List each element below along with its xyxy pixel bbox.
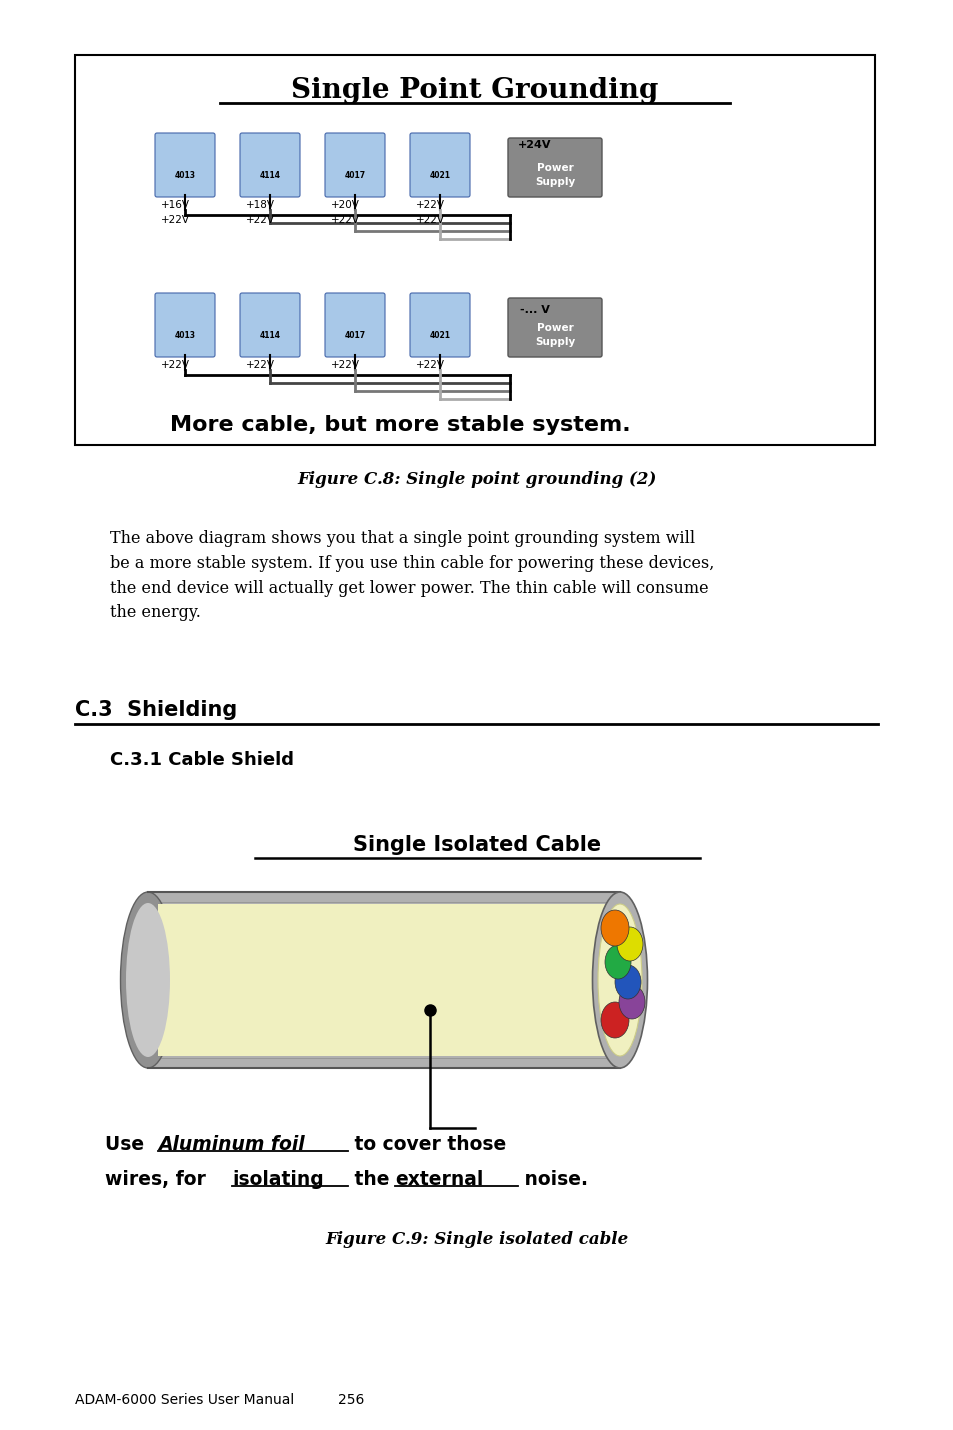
FancyBboxPatch shape (75, 54, 874, 445)
Text: isolating: isolating (232, 1170, 323, 1188)
FancyBboxPatch shape (325, 293, 385, 358)
Text: Aluminum foil: Aluminum foil (158, 1135, 304, 1154)
Text: +18V: +18V (245, 200, 274, 210)
Text: Figure C.9: Single isolated cable: Figure C.9: Single isolated cable (325, 1231, 628, 1248)
Text: More cable, but more stable system.: More cable, but more stable system. (170, 415, 630, 435)
Text: wires, for: wires, for (105, 1170, 213, 1188)
Text: The above diagram shows you that a single point grounding system will
be a more : The above diagram shows you that a singl… (110, 531, 714, 622)
Ellipse shape (600, 909, 628, 947)
Text: ADAM-6000 Series User Manual          256: ADAM-6000 Series User Manual 256 (75, 1393, 364, 1407)
Text: Figure C.8: Single point grounding (2): Figure C.8: Single point grounding (2) (297, 472, 656, 489)
Ellipse shape (126, 902, 170, 1057)
Bar (158, 904, 619, 1055)
FancyBboxPatch shape (240, 133, 299, 197)
Ellipse shape (604, 945, 630, 980)
Text: -... V: -... V (519, 305, 549, 315)
Text: C.3.1 Cable Shield: C.3.1 Cable Shield (110, 751, 294, 769)
FancyBboxPatch shape (410, 293, 470, 358)
Text: to cover those: to cover those (348, 1135, 506, 1154)
Text: Use: Use (105, 1135, 151, 1154)
Text: 4021: 4021 (429, 330, 450, 339)
Text: 4013: 4013 (174, 330, 195, 339)
Text: 4017: 4017 (344, 170, 365, 180)
FancyBboxPatch shape (240, 293, 299, 358)
Text: +22V: +22V (330, 360, 359, 370)
FancyBboxPatch shape (325, 133, 385, 197)
Text: the: the (348, 1170, 395, 1188)
Text: +22V: +22V (330, 214, 359, 225)
Ellipse shape (120, 892, 175, 1068)
Text: +22V: +22V (416, 200, 444, 210)
Ellipse shape (600, 1002, 628, 1038)
Text: 4013: 4013 (174, 170, 195, 180)
Text: Supply: Supply (535, 337, 575, 347)
FancyBboxPatch shape (410, 133, 470, 197)
Text: Single Point Grounding: Single Point Grounding (291, 76, 658, 103)
Text: Supply: Supply (535, 177, 575, 187)
Text: C.3  Shielding: C.3 Shielding (75, 701, 237, 719)
Ellipse shape (617, 927, 642, 961)
Ellipse shape (592, 892, 647, 1068)
Text: +22V: +22V (245, 214, 274, 225)
Text: +16V: +16V (160, 200, 190, 210)
Text: noise.: noise. (517, 1170, 587, 1188)
Text: Power: Power (536, 323, 573, 333)
Text: Power: Power (536, 163, 573, 173)
Ellipse shape (598, 904, 641, 1055)
Ellipse shape (618, 985, 644, 1020)
Text: Single Isolated Cable: Single Isolated Cable (353, 835, 600, 855)
FancyBboxPatch shape (154, 293, 214, 358)
Text: +22V: +22V (245, 360, 274, 370)
Text: +22V: +22V (416, 214, 444, 225)
Text: 4114: 4114 (259, 170, 280, 180)
Text: +24V: +24V (517, 140, 551, 150)
Text: 4021: 4021 (429, 170, 450, 180)
Text: +22V: +22V (416, 360, 444, 370)
Text: +22V: +22V (160, 360, 190, 370)
Bar (148, 892, 619, 1068)
Text: 4114: 4114 (259, 330, 280, 339)
FancyBboxPatch shape (507, 139, 601, 197)
Text: +22V: +22V (160, 214, 190, 225)
FancyBboxPatch shape (507, 297, 601, 358)
Text: 4017: 4017 (344, 330, 365, 339)
Ellipse shape (615, 965, 640, 1000)
Text: external: external (395, 1170, 483, 1188)
FancyBboxPatch shape (154, 133, 214, 197)
Text: +20V: +20V (331, 200, 359, 210)
